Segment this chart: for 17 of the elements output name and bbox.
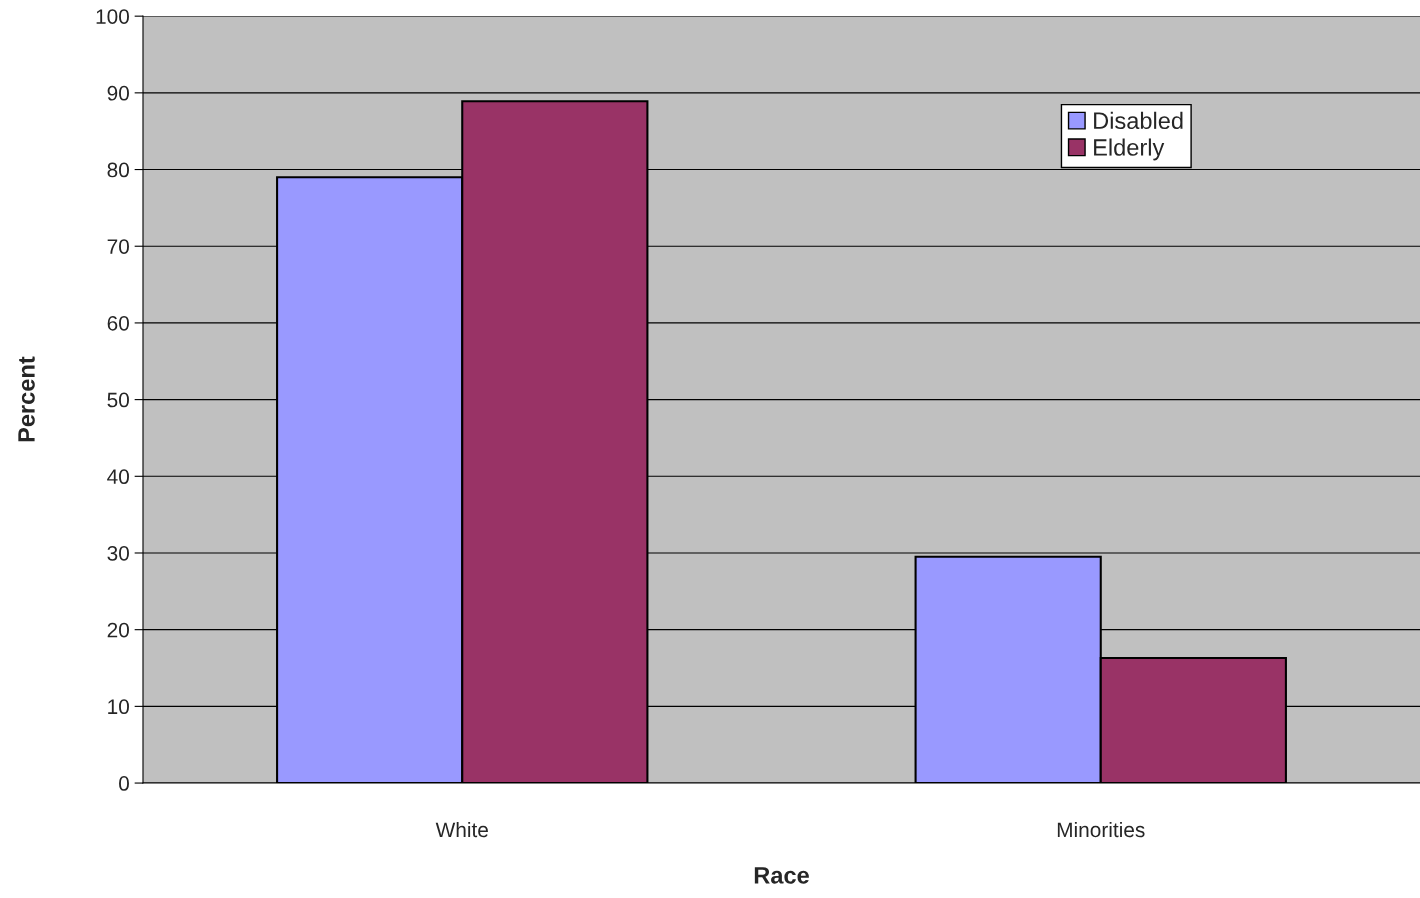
y-tick-label: 70	[107, 239, 129, 254]
y-tick-label: 90	[107, 85, 129, 101]
y-tick-label: 80	[107, 162, 129, 178]
x-axis-title: Race	[754, 867, 809, 884]
y-tick-label: 100	[96, 9, 129, 24]
y-axis-title: Percent	[18, 356, 35, 442]
y-tick-label: 10	[108, 699, 129, 715]
y-tick-label: 20	[107, 622, 129, 638]
y-tick-label: 50	[107, 392, 129, 408]
y-tick-label: 60	[107, 315, 129, 331]
y-tick-label: 0	[119, 776, 129, 791]
x-tick-label: White	[435, 821, 488, 838]
legend-label: Elderly	[1094, 138, 1165, 161]
x-tick-label: Minorities	[1057, 821, 1145, 838]
y-tick-label: 30	[107, 545, 129, 561]
legend-label: Disabled	[1094, 111, 1183, 130]
y-tick-label: 40	[107, 469, 129, 485]
